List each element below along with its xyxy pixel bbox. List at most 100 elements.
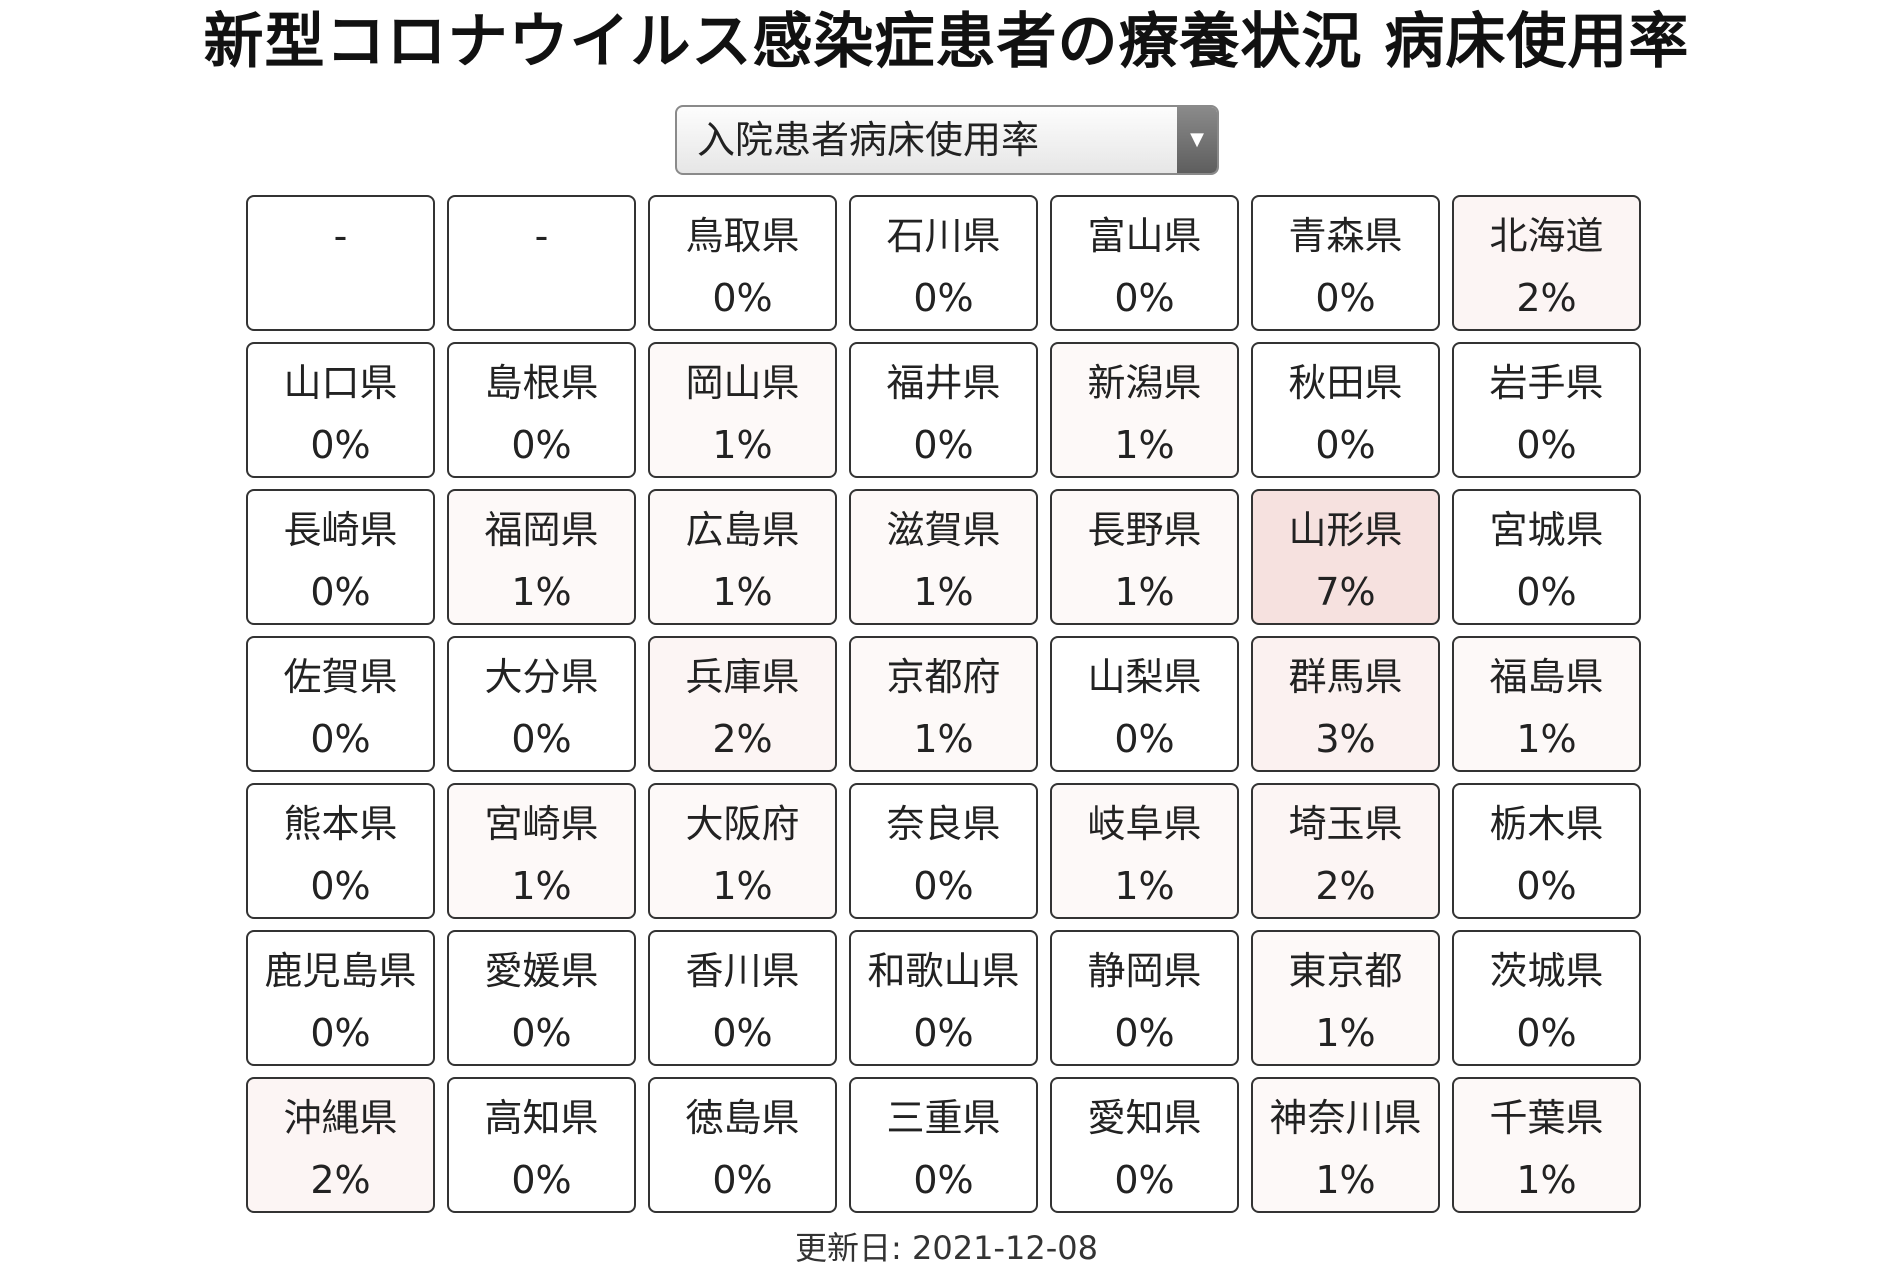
prefecture-tile[interactable]: 大分県 0% [447,636,636,772]
prefecture-name: 群馬県 [1288,655,1403,699]
prefecture-name: 山梨県 [1087,655,1202,699]
prefecture-name: 青森県 [1288,214,1403,258]
prefecture-tile[interactable]: - [447,195,636,331]
prefecture-tile[interactable]: 岩手県 0% [1452,342,1641,478]
prefecture-name: 滋賀県 [886,508,1001,552]
prefecture-name: - [333,214,348,258]
prefecture-tile[interactable]: 奈良県 0% [849,783,1038,919]
prefecture-tile[interactable]: 新潟県 1% [1050,342,1239,478]
prefecture-name: 山形県 [1288,508,1403,552]
metric-select-value: 入院患者病床使用率 [697,118,1040,162]
prefecture-tile[interactable]: 三重県 0% [849,1077,1038,1213]
prefecture-tile[interactable]: 香川県 0% [648,930,837,1066]
bed-usage-rate: 0% [1114,1158,1175,1202]
prefecture-name: 徳島県 [685,1096,800,1140]
prefecture-tile[interactable]: 滋賀県 1% [849,489,1038,625]
prefecture-tile[interactable]: 秋田県 0% [1251,342,1440,478]
prefecture-tile[interactable]: 高知県 0% [447,1077,636,1213]
prefecture-tile[interactable]: 長崎県 0% [246,489,435,625]
prefecture-tile[interactable]: 東京都 1% [1251,930,1440,1066]
bed-usage-rate: 0% [310,864,371,908]
prefecture-tile[interactable]: 神奈川県 1% [1251,1077,1440,1213]
prefecture-tile[interactable]: 福岡県 1% [447,489,636,625]
prefecture-tile[interactable]: 島根県 0% [447,342,636,478]
bed-usage-rate: 1% [712,570,773,614]
bed-usage-rate: 0% [310,423,371,467]
prefecture-tile[interactable]: 宮崎県 1% [447,783,636,919]
prefecture-tile[interactable]: 茨城県 0% [1452,930,1641,1066]
prefecture-name: 島根県 [484,361,599,405]
bed-usage-rate: 0% [1516,1011,1577,1055]
bed-usage-rate: 0% [712,276,773,320]
prefecture-name: 宮崎県 [484,802,599,846]
prefecture-name: 埼玉県 [1288,802,1403,846]
prefecture-name: 愛知県 [1087,1096,1202,1140]
prefecture-tile[interactable]: 宮城県 0% [1452,489,1641,625]
prefecture-tile[interactable]: 沖縄県 2% [246,1077,435,1213]
prefecture-tile[interactable]: 愛媛県 0% [447,930,636,1066]
prefecture-name: - [534,214,549,258]
prefecture-tile[interactable]: - [246,195,435,331]
prefecture-tile[interactable]: 広島県 1% [648,489,837,625]
prefecture-tile[interactable]: 栃木県 0% [1452,783,1641,919]
prefecture-name: 熊本県 [283,802,398,846]
bed-usage-rate: 1% [1114,864,1175,908]
bed-usage-rate: 0% [310,717,371,761]
prefecture-tile[interactable]: 山梨県 0% [1050,636,1239,772]
prefecture-tile[interactable]: 群馬県 3% [1251,636,1440,772]
prefecture-name: 静岡県 [1087,949,1202,993]
prefecture-tile[interactable]: 鹿児島県 0% [246,930,435,1066]
prefecture-tile[interactable]: 京都府 1% [849,636,1038,772]
metric-select[interactable]: 入院患者病床使用率 ▼ [675,105,1219,175]
prefecture-name: 宮城県 [1489,508,1604,552]
prefecture-tile[interactable]: 大阪府 1% [648,783,837,919]
bed-usage-rate: 0% [511,423,572,467]
prefecture-tile[interactable]: 長野県 1% [1050,489,1239,625]
prefecture-name: 岡山県 [685,361,800,405]
prefecture-name: 岐阜県 [1087,802,1202,846]
bed-usage-rate: 1% [712,864,773,908]
prefecture-tile[interactable]: 千葉県 1% [1452,1077,1641,1213]
prefecture-tile[interactable]: 愛知県 0% [1050,1077,1239,1213]
bed-usage-rate: 1% [913,717,974,761]
prefecture-name: 鳥取県 [685,214,800,258]
bed-usage-rate: 0% [913,423,974,467]
prefecture-tile[interactable]: 岡山県 1% [648,342,837,478]
page-title: 新型コロナウイルス感染症患者の療養状況 病床使用率 [203,7,1690,77]
prefecture-name: 沖縄県 [283,1096,398,1140]
bed-usage-rate: 0% [1315,276,1376,320]
prefecture-tile[interactable]: 青森県 0% [1251,195,1440,331]
prefecture-tile[interactable]: 埼玉県 2% [1251,783,1440,919]
prefecture-tile[interactable]: 佐賀県 0% [246,636,435,772]
bed-usage-rate: 0% [1114,717,1175,761]
prefecture-tile[interactable]: 徳島県 0% [648,1077,837,1213]
bed-usage-rate: 1% [712,423,773,467]
bed-usage-rate: 0% [310,570,371,614]
prefecture-tile[interactable]: 富山県 0% [1050,195,1239,331]
bed-usage-rate: 1% [511,864,572,908]
dropdown-arrow-icon[interactable]: ▼ [1177,107,1217,173]
prefecture-name: 岩手県 [1489,361,1604,405]
prefecture-name: 奈良県 [886,802,1001,846]
prefecture-tile[interactable]: 福井県 0% [849,342,1038,478]
prefecture-tile[interactable]: 北海道 2% [1452,195,1641,331]
bed-usage-rate: 0% [511,717,572,761]
prefecture-tile[interactable]: 和歌山県 0% [849,930,1038,1066]
prefecture-name: 京都府 [886,655,1001,699]
bed-usage-rate: 1% [913,570,974,614]
prefecture-tile[interactable]: 静岡県 0% [1050,930,1239,1066]
prefecture-name: 三重県 [886,1096,1001,1140]
prefecture-tile[interactable]: 山形県 7% [1251,489,1440,625]
prefecture-name: 高知県 [484,1096,599,1140]
prefecture-name: 鹿児島県 [264,949,417,993]
prefecture-tile[interactable]: 兵庫県 2% [648,636,837,772]
bed-usage-rate [248,273,433,323]
prefecture-tile[interactable]: 山口県 0% [246,342,435,478]
prefecture-tile[interactable]: 岐阜県 1% [1050,783,1239,919]
prefecture-tile[interactable]: 鳥取県 0% [648,195,837,331]
prefecture-tile[interactable]: 石川県 0% [849,195,1038,331]
bed-usage-rate: 0% [1114,276,1175,320]
bed-usage-rate: 0% [913,864,974,908]
prefecture-tile[interactable]: 福島県 1% [1452,636,1641,772]
prefecture-tile[interactable]: 熊本県 0% [246,783,435,919]
